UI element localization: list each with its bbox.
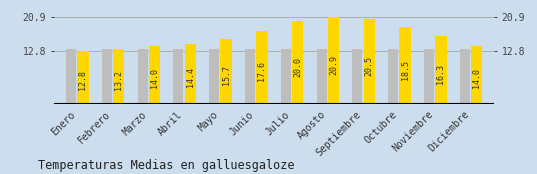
Bar <box>435 37 447 104</box>
Bar <box>364 19 375 104</box>
Text: 14.4: 14.4 <box>186 67 195 87</box>
Bar <box>66 49 76 104</box>
Bar <box>185 44 196 104</box>
Bar <box>102 49 112 104</box>
Bar <box>137 49 148 104</box>
Bar <box>317 49 326 104</box>
Text: 16.3: 16.3 <box>437 64 445 84</box>
Text: 14.0: 14.0 <box>150 68 159 88</box>
Text: 13.2: 13.2 <box>114 70 123 90</box>
Bar <box>460 49 470 104</box>
Bar <box>256 31 267 104</box>
Text: 20.0: 20.0 <box>293 57 302 77</box>
Bar <box>352 49 362 104</box>
Text: Temperaturas Medias en galluesgaloze: Temperaturas Medias en galluesgaloze <box>38 159 294 172</box>
Text: 18.5: 18.5 <box>401 60 410 80</box>
Bar <box>149 46 160 104</box>
Bar <box>220 39 232 104</box>
Bar <box>113 49 125 104</box>
Bar <box>209 49 219 104</box>
Bar <box>173 49 184 104</box>
Bar <box>471 46 482 104</box>
Bar <box>77 51 89 104</box>
Text: 12.8: 12.8 <box>78 70 88 90</box>
Text: 15.7: 15.7 <box>222 65 230 85</box>
Bar <box>388 49 398 104</box>
Text: 17.6: 17.6 <box>257 61 266 81</box>
Bar <box>424 49 434 104</box>
Bar <box>281 49 291 104</box>
Text: 14.0: 14.0 <box>472 68 481 88</box>
Text: 20.5: 20.5 <box>365 56 374 76</box>
Text: 20.9: 20.9 <box>329 55 338 75</box>
Bar <box>292 21 303 104</box>
Bar <box>245 49 255 104</box>
Bar <box>328 17 339 104</box>
Bar <box>400 27 411 104</box>
